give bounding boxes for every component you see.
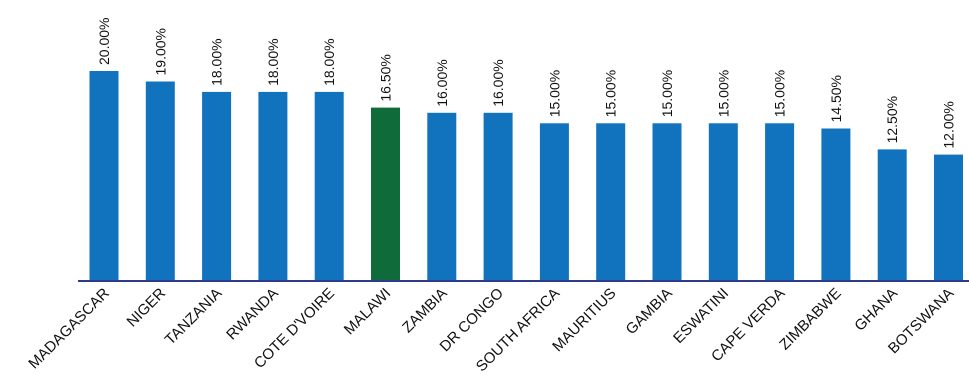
x-tick-label: NIGER — [124, 285, 170, 331]
bar-mauritius — [596, 123, 626, 281]
x-tick-label: TANZANIA — [162, 285, 226, 349]
data-label: 15.00% — [772, 70, 788, 117]
data-label: 15.00% — [715, 70, 731, 117]
bar-dr-congo — [483, 112, 513, 280]
bar-malawi — [371, 107, 400, 280]
data-label: 15.00% — [546, 70, 562, 117]
bar-cape-verda — [765, 123, 795, 281]
data-label: 19.00% — [152, 28, 168, 75]
x-tick-label: ZAMBIA — [399, 285, 451, 337]
bar-gambia — [652, 123, 682, 281]
data-label: 18.00% — [209, 38, 225, 85]
bar-tanzania — [202, 91, 232, 281]
data-label: 20.00% — [96, 18, 112, 65]
x-tick-label: MALAWI — [341, 285, 394, 338]
bar-zimbabwe — [821, 128, 851, 280]
x-tick-label: MADAGASCAR — [25, 285, 113, 373]
x-tick-label: GAMBIA — [623, 285, 676, 338]
bar-rwanda — [258, 91, 288, 281]
data-label: 14.50% — [828, 75, 844, 122]
bar-south-africa — [539, 123, 569, 281]
data-label: 18.00% — [321, 38, 337, 85]
bar-madagascar — [89, 71, 119, 280]
data-label: 16.00% — [490, 59, 506, 106]
data-label: 15.00% — [659, 70, 675, 117]
bars-group — [89, 71, 963, 281]
bar-cote-d-voire — [314, 91, 344, 281]
data-label: 12.50% — [884, 96, 900, 143]
x-tick-label: RWANDA — [223, 285, 282, 344]
data-label: 16.00% — [434, 59, 450, 106]
bar-eswatini — [708, 123, 738, 281]
data-label: 12.00% — [941, 101, 957, 148]
value-labels-group: 20.00% 19.00% 18.00% 18.00% 18.00% 16.50% 16.0… — [96, 18, 957, 149]
x-tick-label: GHANA — [851, 285, 901, 335]
bar-zambia — [427, 112, 457, 280]
bar-niger — [145, 81, 175, 280]
data-label: 15.00% — [603, 70, 619, 117]
data-label: 16.50% — [378, 54, 394, 101]
bar-ghana — [877, 149, 907, 280]
bar-botswana — [934, 154, 963, 280]
data-label: 18.00% — [265, 38, 281, 85]
